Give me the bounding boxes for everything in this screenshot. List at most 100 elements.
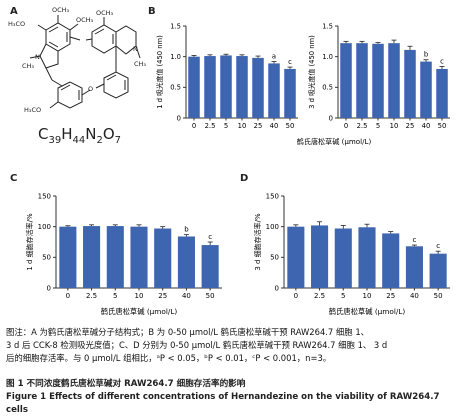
label-och3-2: OCH₃ <box>76 16 94 24</box>
x-tick-label: 50 <box>286 122 295 130</box>
bar-10 <box>388 43 400 118</box>
x-tick-label: 10 <box>238 122 247 130</box>
x-tick-label: 5 <box>224 122 228 130</box>
caption-line-1: 图注：A 为鹤氏唐松草碱分子结构式；B 为 0-50 μmol/L 鹤氏唐松草碱… <box>6 327 370 337</box>
figure-title: 图 1 不同浓度鹤氏唐松草碱对 RAW264.7 细胞存活率的影响 Figure… <box>6 378 461 417</box>
significance-label: c <box>288 58 292 66</box>
panel-letter-a: A <box>10 6 18 17</box>
x-tick-label: 5 <box>341 292 345 300</box>
bar-40 <box>420 61 432 118</box>
caption-line-3: 后的细胞存活率。与 0 μmol/L 组相比，ᵃP < 0.05，ᵇP < 0.… <box>6 353 332 363</box>
x-tick-label: 40 <box>410 292 419 300</box>
x-tick-label: 25 <box>406 122 415 130</box>
bar-5 <box>220 55 232 118</box>
y-axis-label: 3 d 细胞存活率/% <box>253 213 262 271</box>
significance-label: c <box>440 57 444 65</box>
label-h3co-2: H₃CO <box>24 106 41 114</box>
y-tick-label: 0 <box>47 284 51 292</box>
significance-label: c <box>208 233 212 241</box>
bar-0 <box>59 226 77 288</box>
bar-50 <box>201 245 219 288</box>
y-tick-label: 100 <box>266 223 279 231</box>
x-tick-label: 2.5 <box>314 292 325 300</box>
figure-title-cn: 图 1 不同浓度鹤氏唐松草碱对 RAW264.7 细胞存活率的影响 <box>6 379 246 389</box>
x-axis-label: 鹤氏唐松草碱 (μmol/L) <box>329 307 406 316</box>
bar-40 <box>405 246 423 288</box>
y-axis-label: 3 d 吸光度值 (450 nm) <box>307 35 316 109</box>
x-tick-label: 25 <box>158 292 167 300</box>
bar-25 <box>154 228 172 288</box>
x-axis-label: 鹤氏唐松草碱 (μmol/L) <box>297 137 372 146</box>
bar-2.5 <box>356 43 368 118</box>
bar-10 <box>358 227 376 288</box>
label-o1: O <box>88 85 93 93</box>
bar-50 <box>429 253 447 288</box>
bar-0 <box>287 226 305 288</box>
y-tick-label: 150 <box>38 192 51 200</box>
x-tick-label: 40 <box>182 292 191 300</box>
bar-0 <box>340 43 352 118</box>
significance-label: b <box>424 51 428 59</box>
x-tick-label: 2.5 <box>357 122 368 130</box>
x-tick-label: 0 <box>344 122 348 130</box>
panel-letter-b: B <box>148 6 156 17</box>
panel-letter-c: C <box>10 173 18 184</box>
panel-letter-d: D <box>240 173 249 184</box>
caption-line-2: 3 d 后 CCK-8 检测吸光度值；C、D 分别为 0-50 μmol/L 鹤… <box>6 340 388 350</box>
significance-label: a <box>272 53 276 61</box>
x-tick-label: 25 <box>254 122 263 130</box>
y-tick-label: 50 <box>270 254 279 262</box>
label-ch3-2: CH₃ <box>134 60 146 68</box>
bar-10 <box>130 226 148 288</box>
chemical-structure: OCH₃ OCH₃ H₃CO OCH₃ H₃CO CH₃ CH₃ N N O <box>8 6 146 114</box>
y-tick-label: 0.5 <box>322 84 333 92</box>
x-axis-label: 鹤氏唐松草碱 (μmol/L) <box>101 307 178 316</box>
chart-b-1d-absorbance: 0 0.5 1.0 1.5 1 d 吸光度值 (450 nm) 0 2.5 5 10 25 a 40 c… <box>155 22 298 130</box>
bar-40 <box>268 63 280 118</box>
chart-c-1d-viability: 0 50 100 150 1 d 细胞存活率/% 0 2.5 5 10 25 b 40 c 50 鹤氏唐松草… <box>25 192 222 316</box>
y-tick-label: 1.5 <box>170 22 181 30</box>
y-tick-label: 0 <box>275 284 279 292</box>
bar-10 <box>236 56 248 118</box>
label-h3co-1: H₃CO <box>8 20 25 28</box>
molecular-formula: C39H44N2O7 <box>38 125 122 146</box>
y-tick-label: 1.0 <box>170 53 181 61</box>
bar-25 <box>382 233 400 288</box>
x-tick-label: 50 <box>434 292 443 300</box>
y-tick-label: 0 <box>177 114 181 122</box>
x-tick-label: 2.5 <box>86 292 97 300</box>
x-tick-label: 50 <box>438 122 447 130</box>
y-tick-label: 0 <box>329 114 333 122</box>
x-tick-label: 0 <box>66 292 70 300</box>
bar-2.5 <box>311 225 329 288</box>
bar-25 <box>404 49 416 118</box>
x-tick-label: 50 <box>206 292 215 300</box>
x-tick-label: 5 <box>376 122 380 130</box>
bar-5 <box>372 43 384 118</box>
chart-d-3d-viability: 0 50 100 150 3 d 细胞存活率/% 0 2.5 5 10 25 c 40 c 50 鹤氏唐松草… <box>253 192 450 316</box>
figure-caption: 图注：A 为鹤氏唐松草碱分子结构式；B 为 0-50 μmol/L 鹤氏唐松草碱… <box>6 326 458 365</box>
bar-5 <box>334 228 352 288</box>
y-tick-label: 100 <box>38 223 51 231</box>
bar-0 <box>188 56 200 118</box>
y-tick-label: 1.5 <box>322 22 333 30</box>
bar-50 <box>436 68 448 118</box>
label-och3-3: OCH₃ <box>96 9 114 17</box>
label-n1: N <box>35 53 40 61</box>
label-och3-1: OCH₃ <box>52 6 70 14</box>
bar-40 <box>177 236 195 288</box>
bar-50 <box>284 68 296 118</box>
bar-5 <box>106 226 124 288</box>
y-tick-label: 0.5 <box>170 84 181 92</box>
bar-2.5 <box>204 56 216 118</box>
label-ch3-1: CH₃ <box>22 62 34 70</box>
x-tick-label: 25 <box>386 292 395 300</box>
significance-label: c <box>436 242 440 250</box>
x-tick-label: 10 <box>390 122 399 130</box>
x-tick-label: 2.5 <box>205 122 216 130</box>
bar-2.5 <box>83 226 101 288</box>
bar-25 <box>252 57 264 118</box>
x-tick-label: 5 <box>113 292 117 300</box>
y-axis-label: 1 d 吸光度值 (450 nm) <box>155 35 164 109</box>
y-tick-label: 1.0 <box>322 53 333 61</box>
